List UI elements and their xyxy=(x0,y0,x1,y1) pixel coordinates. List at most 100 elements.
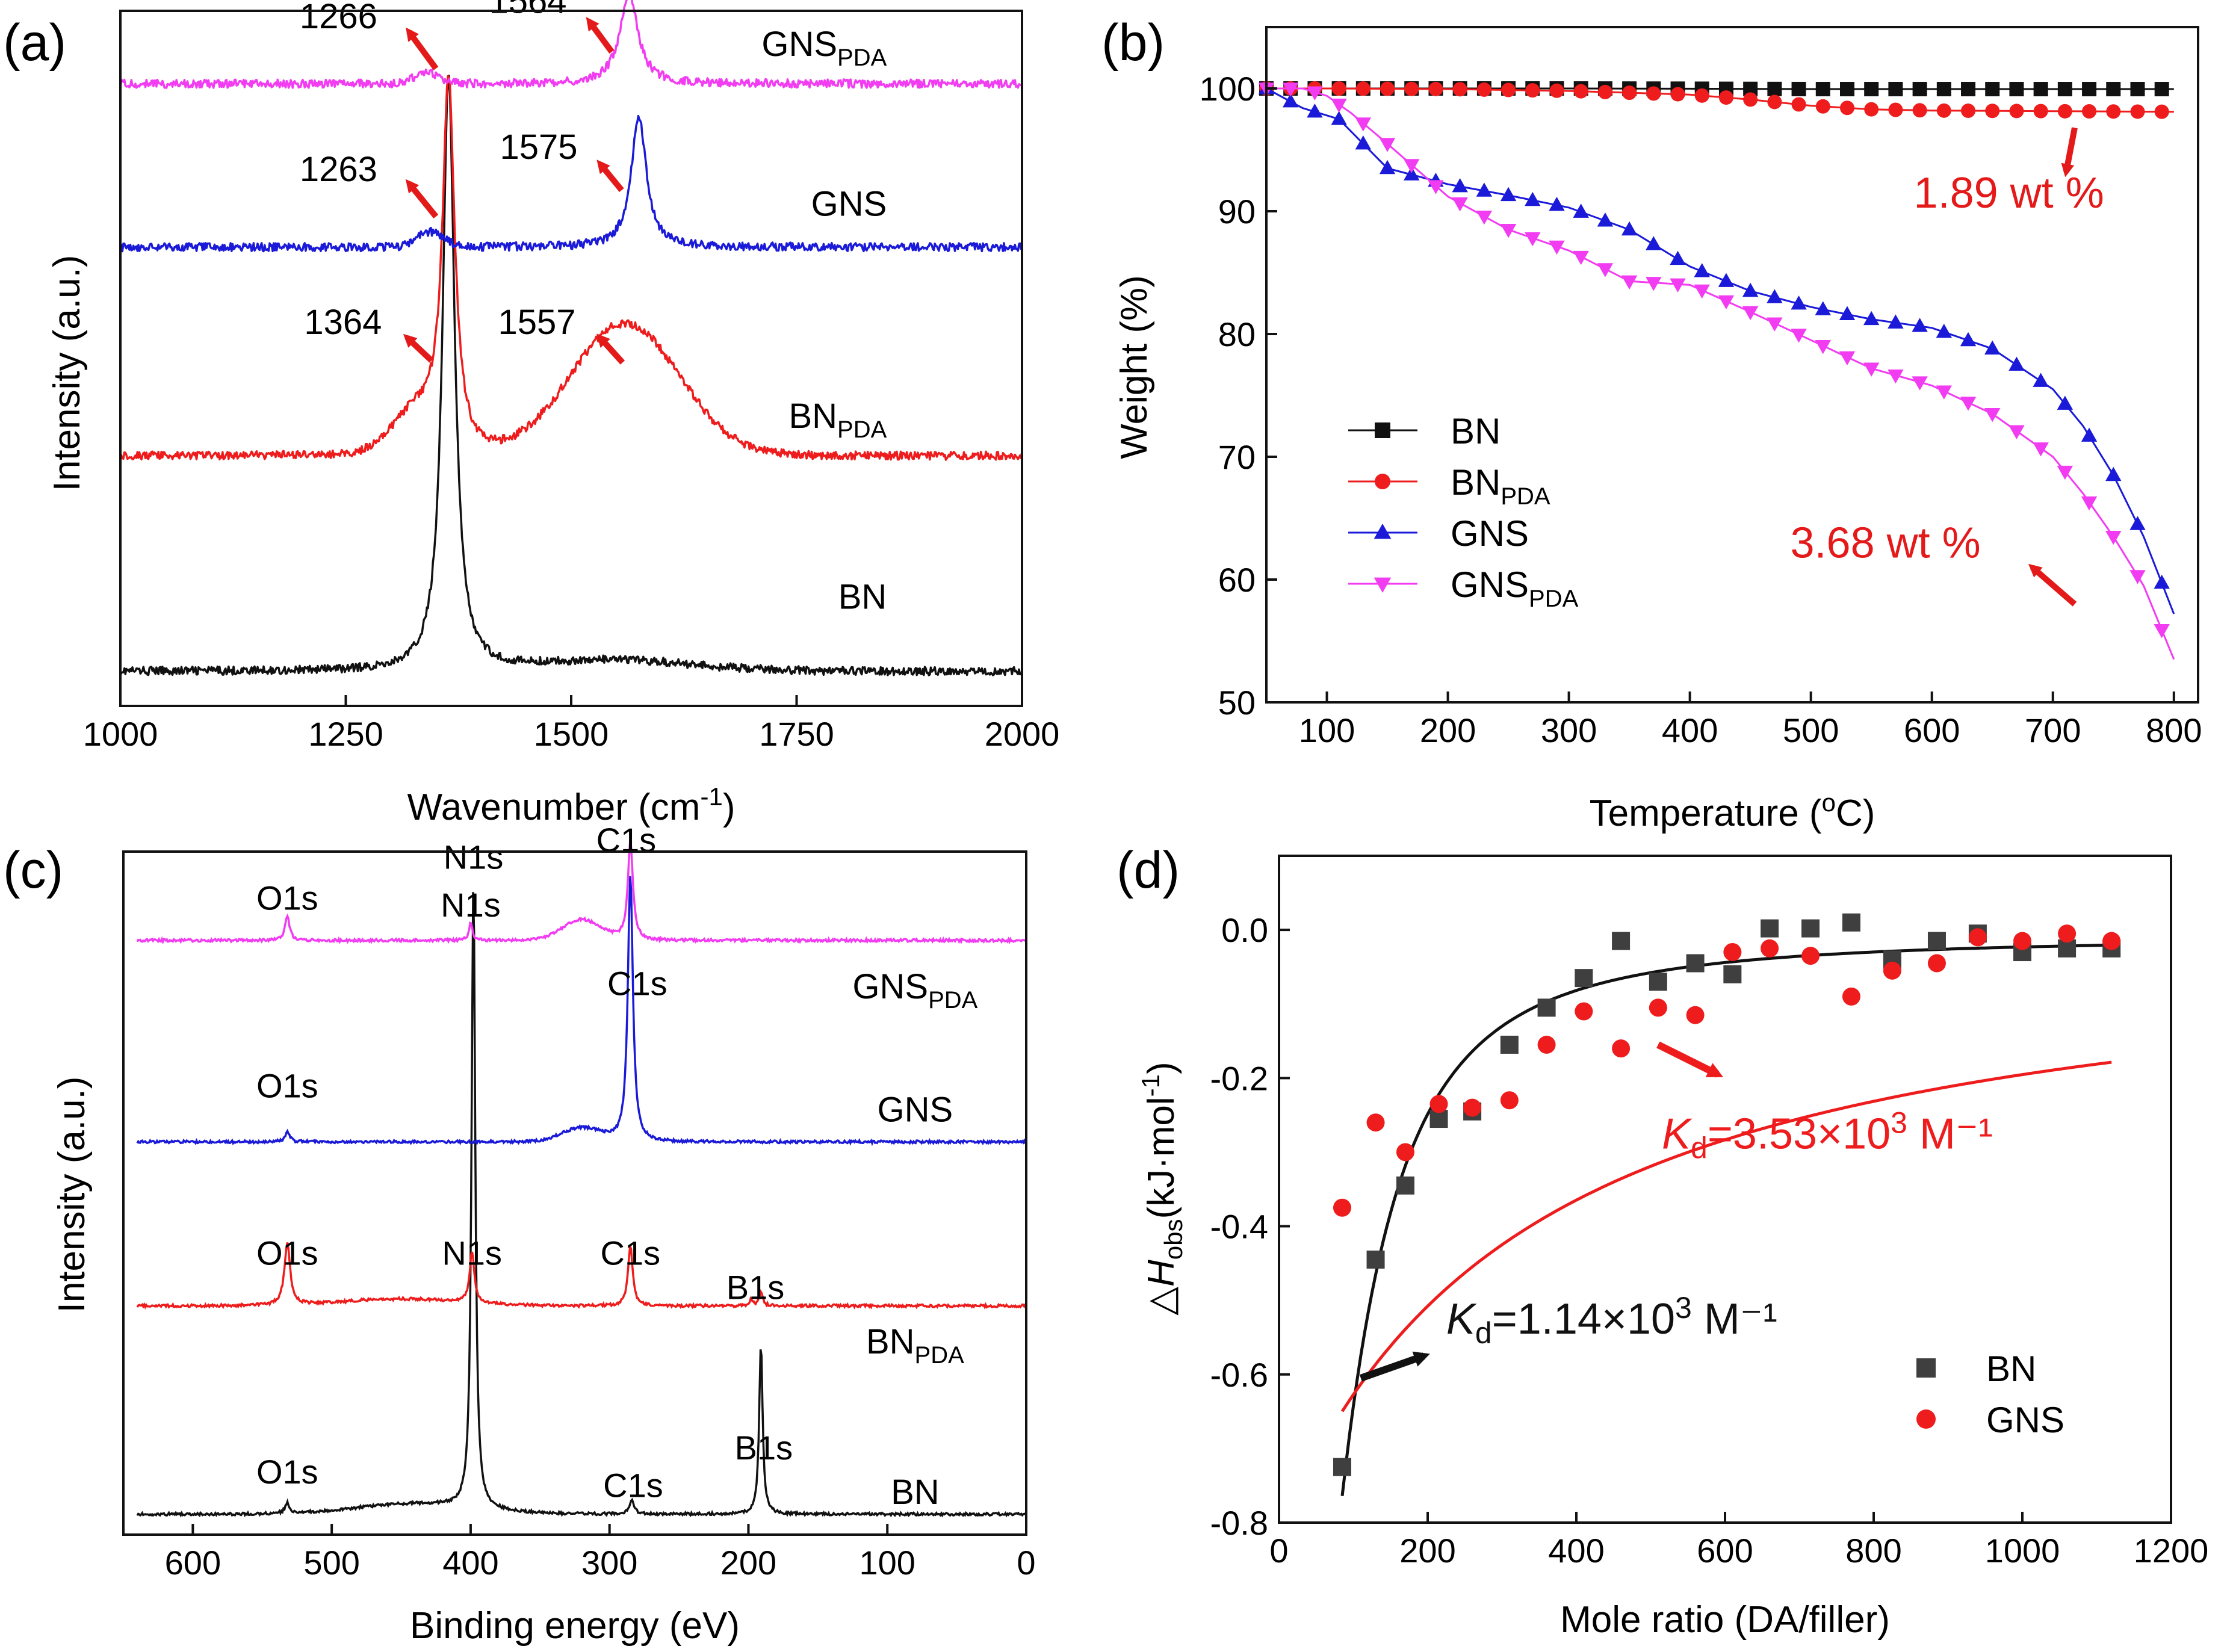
series-line-bn-pda xyxy=(119,75,1023,461)
data-point-gns-pda xyxy=(1355,117,1372,132)
legend-marker-gns xyxy=(1916,1409,1936,1429)
data-point-gns-pda xyxy=(1960,397,1977,411)
series-label: BN xyxy=(838,577,887,616)
data-point-bn-pda xyxy=(1476,82,1491,97)
panel-b-y-tick-label: 60 xyxy=(1218,561,1256,599)
weight-loss-label: 1.89 wt % xyxy=(1914,169,2104,217)
data-point-gns xyxy=(1575,1002,1593,1021)
data-point-bn-pda xyxy=(2057,104,2072,119)
legend-label-bn: BN xyxy=(1986,1349,2036,1389)
data-point-bn-pda xyxy=(1718,90,1733,105)
data-point-gns xyxy=(1500,1091,1519,1110)
data-point-gns xyxy=(1936,323,1953,338)
panel-c-x-tick-label: 200 xyxy=(720,1544,776,1582)
data-point-gns-pda xyxy=(1307,86,1323,101)
panel-d-xlabel: Mole ratio (DA/filler) xyxy=(1560,1599,1890,1641)
peak-arrow xyxy=(586,17,615,54)
data-point-gns-pda xyxy=(1888,369,1904,384)
data-point-gns xyxy=(1366,1113,1385,1132)
panel-c-xps: (c) BN BNPDA GNS GNSPDA O1s N1s C1s C1s O1s O1s N1… xyxy=(3,821,1036,1647)
data-point-gns xyxy=(1927,954,1946,973)
data-point-gns-pda xyxy=(1331,98,1347,113)
panel-c-x-tick-label: 500 xyxy=(303,1544,359,1582)
data-point-bn-pda xyxy=(1525,83,1540,98)
panel-a-x-ticks: 1000 1250 1500 1750 2000 xyxy=(83,695,1060,753)
fit-curve-gns xyxy=(1340,1060,2112,1412)
data-point-gns-pda xyxy=(1525,232,1541,247)
data-point-bn-pda xyxy=(1936,103,1951,118)
series-label: GNS xyxy=(811,185,887,224)
data-point-bn xyxy=(1888,82,1903,97)
data-point-bn xyxy=(1333,1458,1351,1476)
data-point-gns xyxy=(2105,466,2122,481)
panel-d-x-ticks: 0 200 400 600 800 1000 1200 xyxy=(1269,1512,2208,1570)
data-point-gns-pda xyxy=(1718,295,1735,310)
data-point-bn-pda xyxy=(1912,103,1927,118)
panel-d-x-tick-label: 0 xyxy=(1269,1532,1288,1570)
panel-d-x-tick-label: 400 xyxy=(1548,1532,1604,1570)
data-point-bn xyxy=(1500,1035,1519,1054)
panel-b-frame xyxy=(1265,26,2199,704)
peak-position-label: 1575 xyxy=(500,128,577,167)
data-point-bn-pda xyxy=(2106,104,2121,119)
data-point-gns xyxy=(2154,574,2170,589)
data-point-bn xyxy=(1649,973,1667,991)
panel-b-y-tick-label: 90 xyxy=(1218,193,1256,230)
data-point-gns-pda xyxy=(2105,531,2122,545)
legend-label-gns: GNS xyxy=(1451,513,1529,554)
weight-loss-arrow xyxy=(2028,563,2077,607)
panel-b-x-tick-label: 500 xyxy=(1783,711,1839,749)
xps-peak-label: C1s xyxy=(607,964,667,1002)
data-point-bn xyxy=(1927,932,1946,950)
data-point-gns-pda xyxy=(1573,250,1589,265)
data-point-bn xyxy=(1985,82,2000,97)
data-point-gns-pda xyxy=(2057,465,2074,480)
data-point-bn-pda xyxy=(1428,81,1443,96)
panel-c-x-tick-label: 300 xyxy=(581,1544,637,1582)
data-point-gns xyxy=(1307,103,1323,118)
panel-b-y-tick-label: 70 xyxy=(1218,438,1256,476)
data-point-bn xyxy=(2057,82,2072,97)
data-point-bn-pda xyxy=(1573,84,1588,99)
panel-b-y-ticks: 50 60 70 80 90 100 xyxy=(1200,70,1277,722)
data-point-gns xyxy=(1612,1039,1631,1058)
peak-arrow xyxy=(403,333,434,363)
panel-c-xlabel: Binding energy (eV) xyxy=(410,1605,740,1647)
series-label: GNSPDA xyxy=(852,967,977,1013)
data-point-bn xyxy=(1791,81,1806,96)
data-point-bn xyxy=(2106,82,2121,97)
data-point-gns xyxy=(1396,1143,1414,1162)
data-point-gns xyxy=(1815,301,1831,315)
series-label: BN xyxy=(891,1473,940,1512)
data-point-gns-pda xyxy=(1839,351,1856,366)
data-point-bn-pda xyxy=(1452,82,1467,97)
data-point-gns xyxy=(2057,395,2074,410)
data-point-bn-pda xyxy=(1646,86,1661,101)
data-point-gns xyxy=(2033,373,2049,387)
data-point-bn-pda xyxy=(1839,101,1854,116)
data-point-bn xyxy=(1864,82,1879,97)
legend-marker-gns-pda xyxy=(1374,577,1392,593)
panel-c-x-ticks: 600 500 400 300 200 100 0 xyxy=(165,1524,1036,1582)
data-point-gns-pda xyxy=(1452,197,1468,212)
legend-label-gns-pda: GNSPDA xyxy=(1451,565,1579,612)
panel-a-x-tick-label: 1000 xyxy=(83,715,158,753)
legend-marker-bn-pda xyxy=(1375,474,1390,489)
data-point-gns xyxy=(1686,1006,1705,1024)
panel-a-x-tick-label: 2000 xyxy=(985,715,1060,753)
panel-a-xlabel: Wavenumber (cm-1) xyxy=(407,782,736,828)
data-point-gns-pda xyxy=(1476,210,1493,225)
data-point-gns xyxy=(1597,212,1614,227)
data-point-bn-pda xyxy=(1694,88,1709,103)
data-point-bn xyxy=(1761,919,1779,938)
legend-marker-bn xyxy=(1916,1358,1936,1378)
data-point-gns-pda xyxy=(1984,408,2001,422)
data-point-bn xyxy=(1815,82,1830,97)
data-point-bn-pda xyxy=(1380,81,1395,96)
data-point-bn xyxy=(1912,82,1927,97)
kd-label: Kd=1.14×103 M⁻¹ xyxy=(1446,1291,1777,1350)
data-point-bn-pda xyxy=(1864,102,1879,117)
data-point-gns xyxy=(1476,182,1493,197)
